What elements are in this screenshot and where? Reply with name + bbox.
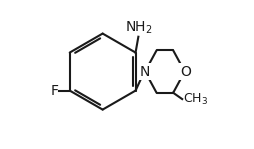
Text: O: O	[179, 65, 190, 79]
Text: NH$_2$: NH$_2$	[124, 20, 152, 36]
Text: N: N	[139, 65, 149, 79]
Text: F: F	[50, 84, 58, 98]
Text: CH$_3$: CH$_3$	[182, 91, 207, 107]
